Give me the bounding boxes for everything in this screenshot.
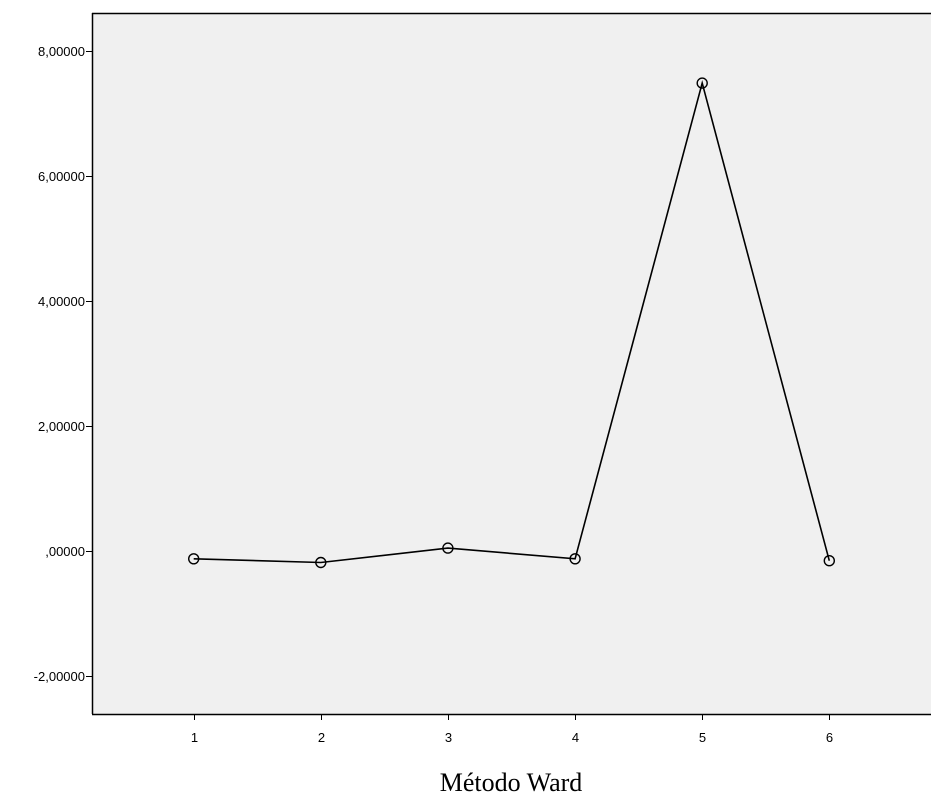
y-axis-ticks: -2,00000 ,00000 2,00000 4,00000 6,00000 8,000… — [34, 44, 92, 684]
data-point-marker — [187, 553, 200, 565]
plot-area — [92, 13, 931, 714]
data-series — [187, 77, 835, 569]
data-point-marker — [823, 555, 835, 567]
x-tick-label: 4 — [572, 730, 579, 745]
y-tick-label: 8,00000 — [38, 44, 85, 59]
series-line — [193, 79, 831, 564]
y-tick-label: 2,00000 — [38, 419, 85, 434]
data-point-marker — [696, 77, 708, 89]
x-tick-label: 2 — [318, 730, 325, 745]
x-tick-label: 3 — [445, 730, 452, 745]
x-tick-label: 6 — [826, 730, 833, 745]
data-point-marker — [315, 556, 327, 569]
data-point-marker — [569, 553, 581, 565]
x-axis-ticks: 1 2 3 4 5 6 — [191, 714, 833, 745]
x-axis-title: Método Ward — [440, 768, 583, 797]
x-tick-label: 1 — [191, 730, 198, 745]
x-tick-label: 5 — [699, 730, 706, 745]
y-tick-label: 6,00000 — [38, 169, 85, 184]
y-tick-label: 4,00000 — [38, 294, 85, 309]
y-tick-label: ,00000 — [45, 544, 85, 559]
data-point-marker — [442, 542, 454, 554]
y-tick-label: -2,00000 — [34, 669, 85, 684]
